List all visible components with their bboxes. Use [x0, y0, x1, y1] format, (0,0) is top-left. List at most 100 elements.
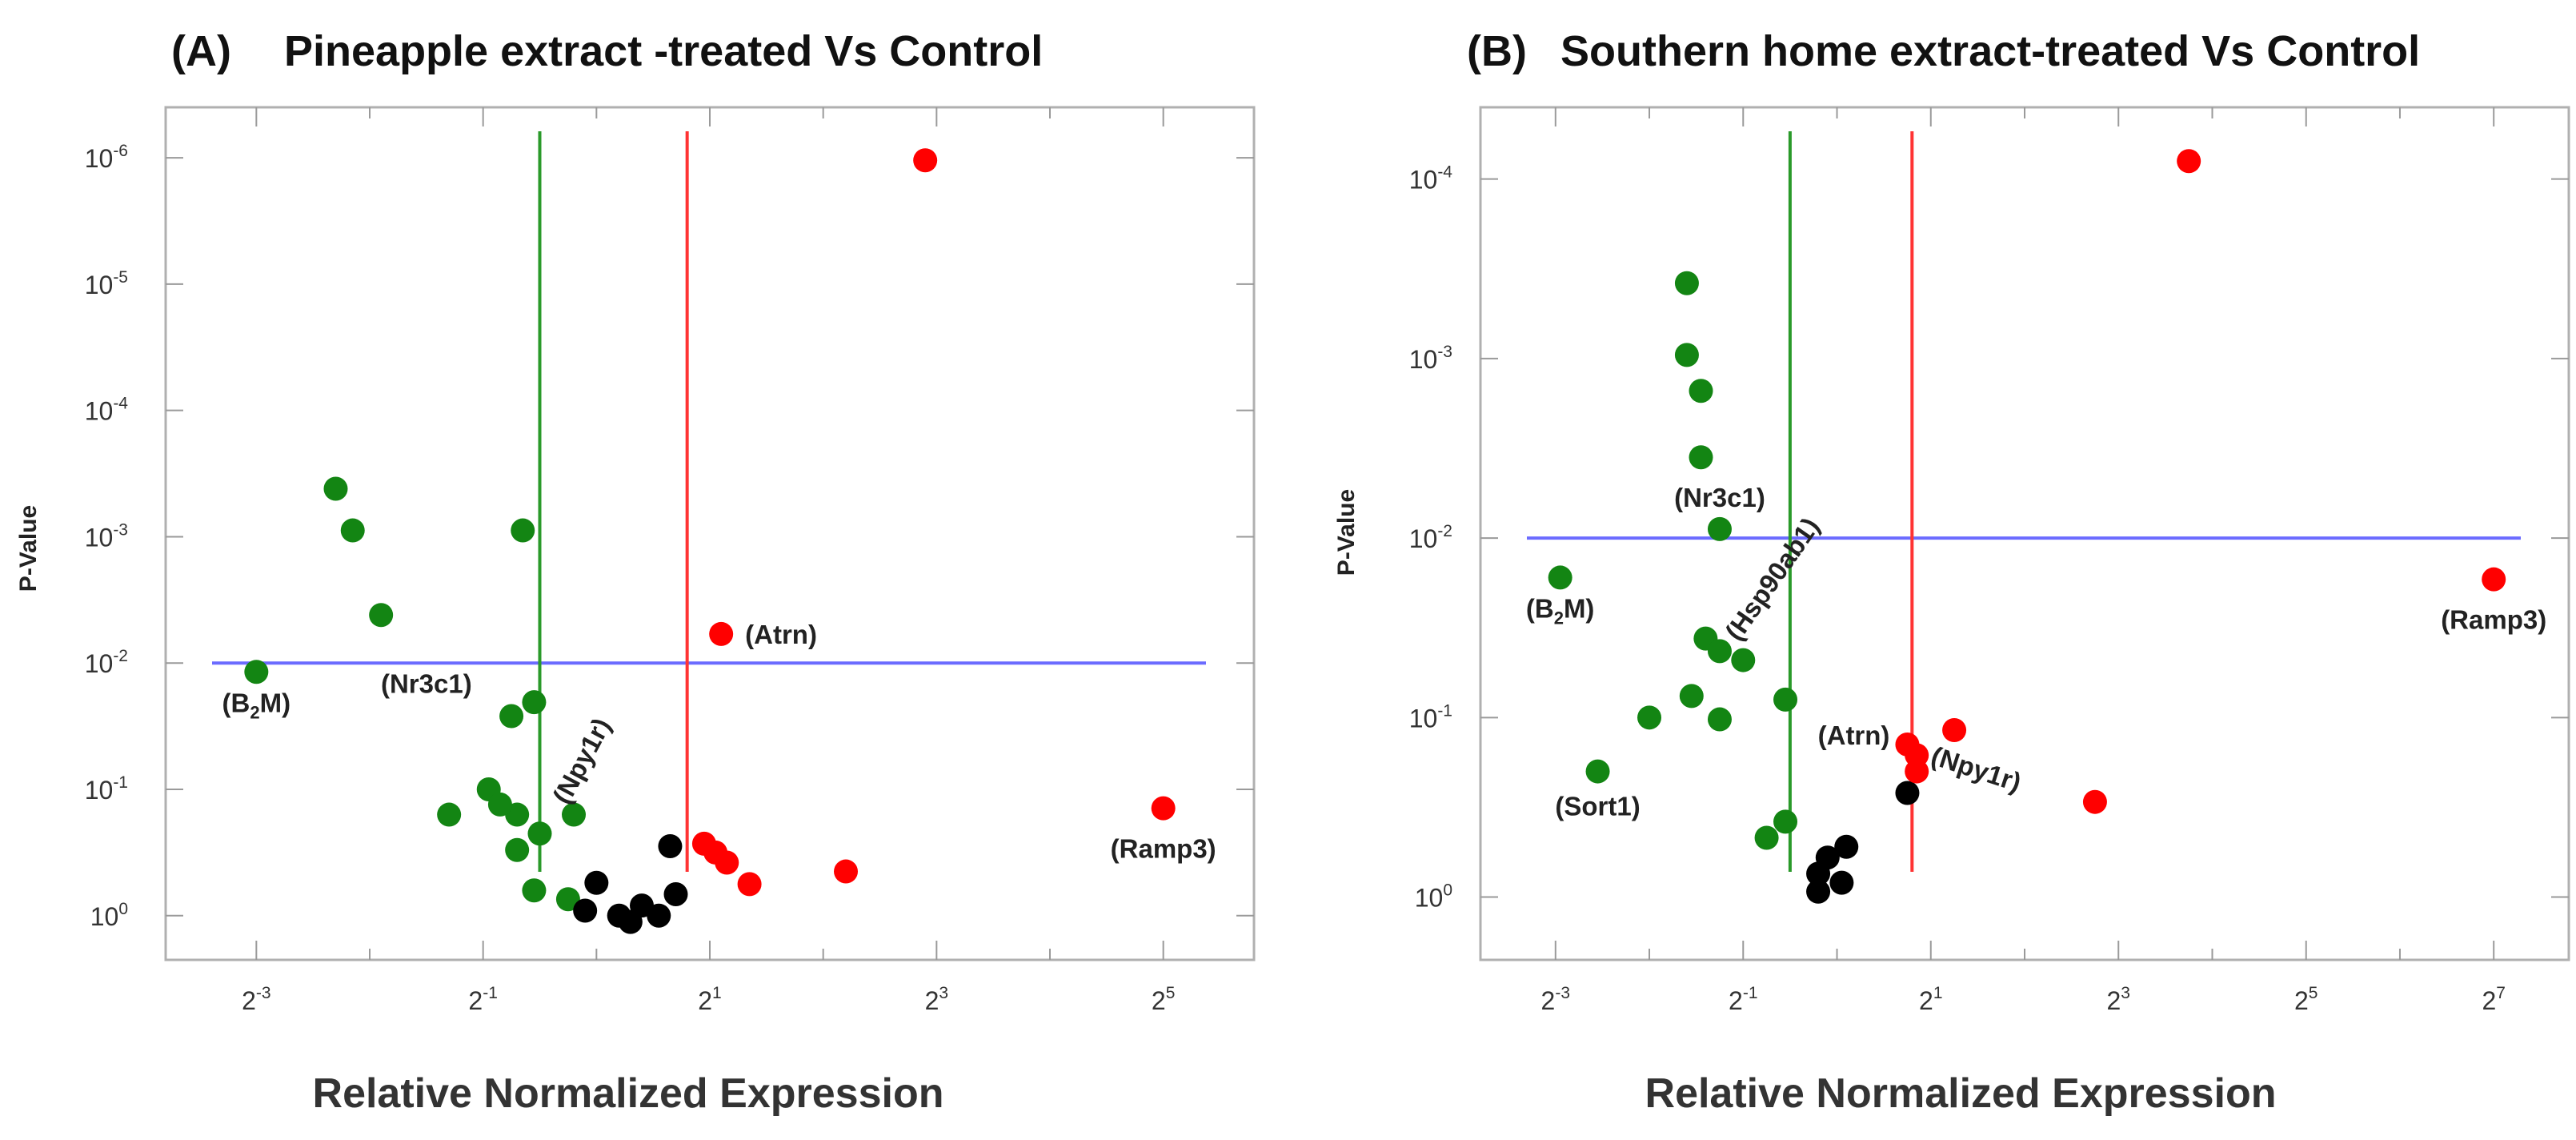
data-point-down: [511, 518, 535, 543]
x-tick-label: 23: [925, 984, 948, 1015]
data-point-down: [1674, 271, 1699, 295]
data-point-down: [562, 802, 586, 827]
panel-b: (B) Southern home extract-treated Vs Con…: [1333, 27, 2570, 1117]
data-point-down: [1689, 379, 1713, 403]
data-point-down: [1689, 445, 1713, 470]
panel-a-y-axis-title: P-Value: [15, 505, 42, 592]
data-point-down: [522, 878, 547, 903]
y-tick-label: 10-3: [1409, 343, 1452, 374]
panel-b-plot-frame: [1479, 106, 2570, 961]
data-point-down: [1707, 516, 1732, 541]
data-point-ns: [1834, 834, 1859, 859]
gene-annotation: (Sort1): [1555, 792, 1640, 821]
data-point-ns: [658, 834, 683, 858]
data-point-down: [487, 792, 512, 817]
panel-a-title: Pineapple extract -treated Vs Control: [284, 27, 1043, 75]
data-point-down: [1754, 825, 1779, 850]
data-point-down: [505, 837, 530, 862]
y-tick-label: 100: [1415, 881, 1452, 913]
data-point-up: [709, 621, 734, 646]
data-point-down: [437, 802, 462, 827]
data-point-down: [340, 518, 365, 543]
data-point-up: [913, 148, 938, 173]
data-point-down: [323, 476, 348, 501]
x-tick-label: 2-3: [242, 984, 270, 1015]
gene-annotation: (Ramp3): [1111, 834, 1216, 864]
panel-b-title: Southern home extract-treated Vs Control: [1560, 27, 2420, 75]
data-point-ns: [573, 898, 598, 923]
data-point-up: [2082, 789, 2107, 814]
data-point-up: [715, 850, 739, 875]
gene-annotation: (B2M): [1526, 593, 1595, 628]
gene-annotation: (B2M): [222, 688, 291, 722]
data-point-down: [1679, 684, 1704, 708]
data-point-up: [1942, 718, 1967, 743]
data-point-down: [1637, 705, 1662, 730]
data-point-ns: [1806, 879, 1831, 904]
data-point-up: [1151, 796, 1176, 821]
data-point-down: [1585, 759, 1610, 784]
x-tick-label: 2-1: [1729, 984, 1757, 1015]
y-tick-label: 10-3: [85, 520, 128, 552]
gene-annotation: (Atrn): [1818, 721, 1890, 750]
y-tick-label: 10-1: [85, 773, 128, 805]
gene-annotation: (Hsp90ab1): [1719, 512, 1825, 646]
data-point-down: [1548, 565, 1572, 590]
y-tick-label: 10-1: [1409, 701, 1452, 733]
y-tick-label: 10-2: [1409, 522, 1452, 553]
data-point-down: [1707, 639, 1732, 664]
data-point-ns: [1829, 870, 1854, 895]
data-point-down: [555, 887, 580, 912]
data-point-down: [1773, 687, 1798, 712]
x-tick-label: 25: [2294, 984, 2318, 1015]
data-point-ns: [647, 903, 671, 928]
gene-annotation: (Atrn): [745, 620, 817, 649]
y-tick-label: 10-2: [85, 647, 128, 678]
x-tick-label: 2-1: [468, 984, 497, 1015]
panel-b-label: (B): [1467, 27, 1527, 75]
y-tick-label: 10-4: [85, 395, 129, 426]
data-point-down: [527, 821, 552, 846]
panel-b-x-axis-title: Relative Normalized Expression: [1645, 1070, 2277, 1117]
x-tick-label: 21: [698, 984, 721, 1015]
y-tick-label: 10-5: [85, 268, 128, 299]
panel-a-plot: 2-3 2-1 21 23 25 100 10-1 10-2 10-3 10-4 10-5 10-6 (…: [85, 107, 1254, 1015]
y-tick-label: 10-4: [1409, 163, 1453, 195]
panel-a-label: (A): [171, 27, 231, 75]
panel-b-plot: 2-3 2-1 21 23 25 27 100 10-1 10-2 10-3 10-4 (B2M) (N…: [1409, 107, 2569, 1015]
data-point-ns: [584, 870, 609, 895]
panel-a: (A) Pineapple extract -treated Vs Contro…: [15, 27, 1256, 1117]
panel-b-y-axis-title: P-Value: [1333, 489, 1360, 576]
data-point-down: [244, 660, 269, 684]
data-point-up: [834, 859, 858, 884]
gene-annotation: (Npy1r): [1928, 741, 2025, 797]
data-point-down: [369, 603, 394, 628]
data-point-ns: [1815, 845, 1840, 870]
gene-annotation: (Nr3c1): [381, 668, 472, 698]
data-point-down: [1731, 648, 1756, 672]
data-point-up: [737, 872, 762, 897]
data-point-down: [499, 704, 524, 729]
gene-annotation: (Npy1r): [547, 713, 616, 809]
data-point-down: [522, 690, 547, 715]
data-point-down: [1674, 343, 1699, 367]
data-point-up: [1905, 759, 1929, 784]
x-tick-label: 27: [2482, 984, 2505, 1015]
y-tick-label: 10-6: [85, 142, 128, 173]
gene-annotation: (Ramp3): [2441, 605, 2546, 635]
y-tick-label: 100: [90, 900, 128, 931]
data-point-ns: [1895, 781, 1920, 805]
x-tick-label: 2-3: [1541, 984, 1570, 1015]
gene-annotation: (Nr3c1): [1674, 483, 1765, 512]
x-tick-label: 21: [1919, 984, 1942, 1015]
data-point-down: [1773, 809, 1798, 834]
panel-a-plot-frame: [164, 106, 1256, 961]
data-point-up: [2177, 149, 2201, 174]
data-point-down: [1707, 707, 1732, 732]
x-tick-label: 23: [2106, 984, 2129, 1015]
x-tick-label: 25: [1152, 984, 1175, 1015]
data-point-up: [2482, 567, 2506, 592]
panel-a-x-axis-title: Relative Normalized Expression: [313, 1070, 944, 1117]
data-point-ns: [663, 881, 688, 906]
